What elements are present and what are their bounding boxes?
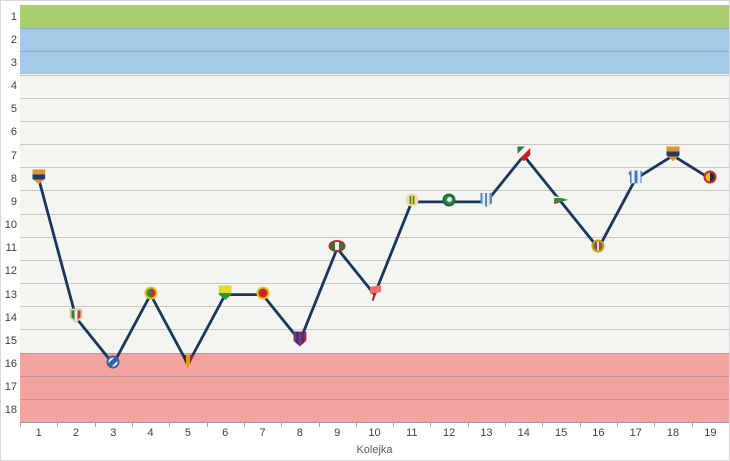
- y-tick-label: 16: [4, 358, 17, 371]
- gridline: [20, 74, 729, 76]
- gridline: [20, 306, 729, 308]
- gridline: [20, 120, 729, 122]
- y-tick-label: 7: [10, 149, 17, 162]
- gridline: [20, 398, 729, 400]
- x-tick-label: 6: [222, 427, 229, 439]
- gridline: [20, 213, 729, 215]
- x-tick-label: 7: [259, 427, 266, 439]
- opponent-crest-icon: [367, 284, 383, 301]
- x-tick-label: 12: [443, 427, 456, 439]
- opponent-crest-icon: [591, 239, 605, 253]
- x-tick-label: 1: [35, 427, 42, 439]
- x-axis-tick: [691, 423, 693, 427]
- gridline: [20, 28, 729, 30]
- x-tick-label: 2: [72, 427, 80, 439]
- y-tick-label: 14: [4, 311, 17, 324]
- y-tick-label: 9: [10, 195, 17, 208]
- x-axis-tick: [318, 423, 320, 427]
- opponent-crest-icon: [628, 170, 644, 184]
- x-axis-tick: [57, 423, 59, 427]
- first-place-zone: [20, 5, 729, 29]
- gridline: [20, 352, 729, 354]
- y-tick-label: 5: [10, 103, 17, 116]
- x-axis-tick: [169, 423, 171, 427]
- y-tick-label: 8: [10, 172, 17, 185]
- x-tick-label: 13: [480, 427, 493, 439]
- x-axis-tick: [20, 423, 21, 427]
- x-axis-tick: [542, 423, 544, 427]
- x-axis-tick: [579, 423, 581, 427]
- gridline: [20, 236, 729, 238]
- opponent-crest-icon: [703, 170, 717, 184]
- opponent-crest-icon: [106, 355, 120, 369]
- gridline: [20, 144, 729, 145]
- x-tick-label: 16: [592, 427, 605, 439]
- opponent-crest-icon: [405, 193, 419, 207]
- x-tick-label: 11: [406, 427, 418, 439]
- opponent-crest-icon: [328, 240, 346, 253]
- x-axis-tick: [654, 423, 656, 427]
- x-axis-tick: [206, 423, 208, 427]
- x-axis-tick: [94, 423, 96, 427]
- x-tick-label: 10: [368, 427, 381, 439]
- x-tick-label: 17: [629, 427, 642, 439]
- x-tick-label: 5: [184, 427, 191, 439]
- opponent-crest-icon: [144, 286, 158, 300]
- gridline: [20, 190, 729, 192]
- gridline: [20, 51, 729, 53]
- y-tick-label: 10: [4, 219, 17, 232]
- y-tick-label: 18: [4, 404, 17, 417]
- x-axis-line: [20, 422, 729, 423]
- x-axis-tick: [355, 423, 357, 427]
- y-tick-label: 11: [5, 242, 17, 255]
- x-axis-tick: [393, 423, 395, 427]
- x-axis-tick: [617, 423, 619, 427]
- gridline: [20, 329, 729, 331]
- x-axis-tick: [281, 423, 283, 427]
- x-tick-label: 19: [704, 427, 717, 439]
- gridline: [20, 97, 729, 99]
- y-tick-label: 4: [10, 80, 17, 93]
- y-tick-label: 12: [4, 265, 17, 278]
- x-axis-tick: [467, 423, 469, 427]
- x-tick-label: 3: [110, 427, 117, 439]
- promotion-zone: [20, 28, 729, 75]
- relegation-zone: [20, 352, 729, 422]
- x-axis-tick: [243, 423, 245, 427]
- x-tick-label: 15: [554, 427, 568, 439]
- y-tick-label: 17: [4, 381, 17, 394]
- x-axis-tick: [131, 423, 133, 427]
- opponent-crest-icon: [256, 286, 270, 300]
- x-tick-label: 8: [296, 427, 303, 439]
- x-axis-tick: [505, 423, 507, 427]
- y-tick-label: 15: [4, 334, 17, 347]
- gridline: [20, 259, 729, 261]
- gridline: [20, 375, 729, 377]
- y-tick-label: 13: [4, 288, 17, 301]
- x-axis-tick: [430, 423, 432, 427]
- opponent-crest-icon: [442, 193, 456, 207]
- x-tick-label: 9: [334, 427, 341, 439]
- y-tick-label: 3: [10, 56, 17, 69]
- y-tick-label: 1: [10, 10, 17, 23]
- x-tick-label: 4: [147, 427, 154, 439]
- y-tick-label: 6: [10, 126, 17, 139]
- x-tick-label: 18: [666, 427, 680, 439]
- gridline: [20, 167, 729, 169]
- x-axis-title: Kolejka: [356, 444, 393, 456]
- x-tick-label: 14: [517, 427, 530, 439]
- y-tick-label: 2: [10, 33, 17, 46]
